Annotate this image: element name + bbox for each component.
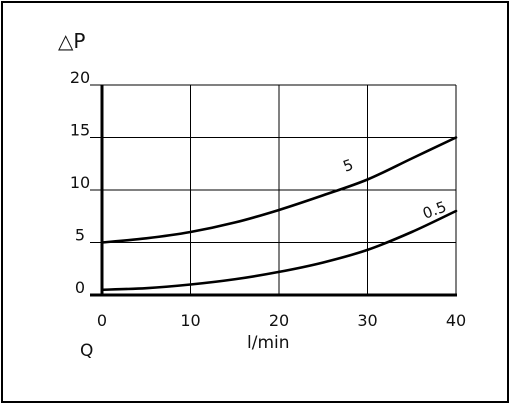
series-label: 0.5 xyxy=(420,198,449,223)
x-axis-label: l/min xyxy=(247,333,290,353)
y-axis-label: △P xyxy=(58,29,85,53)
x-axis-label-left: Q xyxy=(80,341,93,361)
y-tick-label: 10 xyxy=(70,173,90,192)
labels: △P Q l/min 0 5 10 15 20 0 10 20 30 40 5 0.5 xyxy=(58,29,466,361)
y-tick-label: 15 xyxy=(70,121,90,140)
grid xyxy=(90,85,456,295)
x-tick-label: 10 xyxy=(180,311,200,330)
x-tick-label: 20 xyxy=(269,311,289,330)
y-tick-label: 20 xyxy=(70,68,90,87)
x-tick-label: 0 xyxy=(97,311,107,330)
x-tick-label: 30 xyxy=(357,311,377,330)
y-tick-label: 0 xyxy=(75,278,85,297)
series-label: 5 xyxy=(341,155,356,175)
y-tick-label: 5 xyxy=(75,226,85,245)
x-tick-label: 40 xyxy=(446,311,466,330)
